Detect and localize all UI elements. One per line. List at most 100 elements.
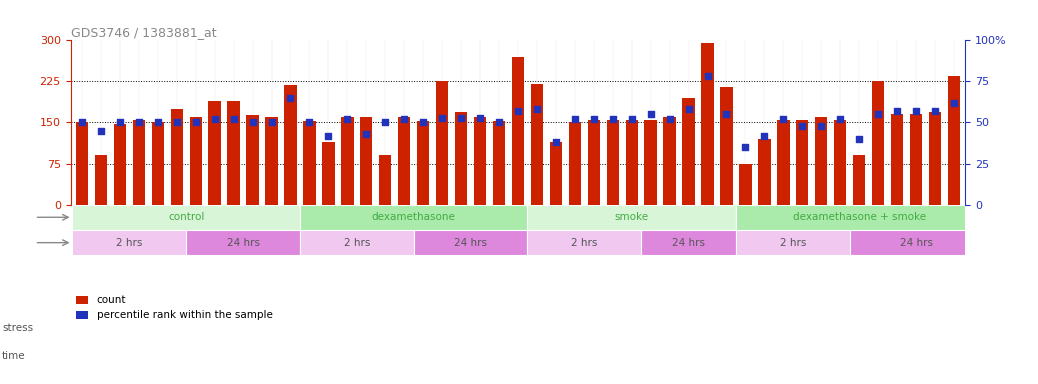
Bar xyxy=(76,122,88,205)
Bar xyxy=(606,120,619,205)
Bar xyxy=(190,117,201,205)
Bar xyxy=(777,120,790,205)
Point xyxy=(207,116,223,122)
Point xyxy=(111,119,128,126)
Point xyxy=(643,111,659,118)
Text: smoke: smoke xyxy=(614,212,649,222)
Bar xyxy=(133,120,145,205)
Point xyxy=(851,136,868,142)
Point xyxy=(282,95,299,101)
Bar xyxy=(569,122,581,205)
Bar xyxy=(246,115,258,205)
Bar xyxy=(284,85,297,205)
Text: dexamethasone: dexamethasone xyxy=(372,212,456,222)
Bar xyxy=(73,205,300,230)
Point xyxy=(528,106,545,113)
Text: GDS3746 / 1383881_at: GDS3746 / 1383881_at xyxy=(71,26,216,39)
Point xyxy=(775,116,792,122)
Bar xyxy=(736,205,982,230)
Bar xyxy=(170,109,183,205)
Bar xyxy=(929,111,941,205)
Point xyxy=(415,119,432,126)
Bar xyxy=(641,230,736,255)
Bar xyxy=(739,164,752,205)
Point xyxy=(244,119,261,126)
Bar xyxy=(550,142,562,205)
Text: 24 hrs: 24 hrs xyxy=(672,238,705,248)
Point xyxy=(737,144,754,150)
Text: stress: stress xyxy=(2,323,33,333)
Point xyxy=(908,108,925,114)
Point xyxy=(453,114,469,121)
Bar xyxy=(209,101,221,205)
Point xyxy=(471,114,488,121)
Point xyxy=(794,122,811,129)
Bar xyxy=(815,117,827,205)
Bar xyxy=(300,205,527,230)
Point xyxy=(585,116,602,122)
Bar xyxy=(398,117,410,205)
Bar xyxy=(663,117,676,205)
Point xyxy=(756,132,772,139)
Bar xyxy=(114,124,126,205)
Bar xyxy=(588,120,600,205)
Bar xyxy=(853,155,866,205)
Point xyxy=(510,108,526,114)
Bar xyxy=(417,121,430,205)
Point xyxy=(149,119,166,126)
Bar xyxy=(527,205,736,230)
Bar xyxy=(682,98,694,205)
Bar xyxy=(796,120,809,205)
Point xyxy=(434,114,450,121)
Point xyxy=(168,119,185,126)
Point xyxy=(870,111,886,118)
Bar xyxy=(342,117,354,205)
Text: 24 hrs: 24 hrs xyxy=(226,238,260,248)
Text: 24 hrs: 24 hrs xyxy=(454,238,487,248)
Bar xyxy=(872,81,884,205)
Point xyxy=(301,119,318,126)
Point xyxy=(548,139,565,145)
Bar xyxy=(720,87,733,205)
Point xyxy=(320,132,336,139)
Point xyxy=(718,111,735,118)
Point xyxy=(604,116,621,122)
Bar xyxy=(152,122,164,205)
Bar xyxy=(626,120,638,205)
Text: time: time xyxy=(2,351,26,361)
Bar xyxy=(645,120,657,205)
Point xyxy=(131,119,147,126)
Point xyxy=(92,127,109,134)
Point xyxy=(358,131,375,137)
Bar xyxy=(527,230,641,255)
Text: 2 hrs: 2 hrs xyxy=(344,238,370,248)
Bar xyxy=(850,230,982,255)
Point xyxy=(889,108,905,114)
Bar xyxy=(94,155,107,205)
Bar xyxy=(512,57,524,205)
Bar xyxy=(436,81,448,205)
Point xyxy=(74,119,90,126)
Bar xyxy=(455,111,467,205)
Bar xyxy=(360,117,373,205)
Bar xyxy=(702,43,714,205)
Point xyxy=(700,73,716,79)
Bar xyxy=(266,117,278,205)
Bar xyxy=(530,84,543,205)
Point xyxy=(567,116,583,122)
Point xyxy=(927,108,944,114)
Bar xyxy=(758,139,770,205)
Point xyxy=(491,119,508,126)
Bar xyxy=(73,230,186,255)
Text: dexamethasone + smoke: dexamethasone + smoke xyxy=(793,212,926,222)
Bar xyxy=(300,230,414,255)
Point xyxy=(188,119,204,126)
Point xyxy=(339,116,356,122)
Point xyxy=(813,122,829,129)
Point xyxy=(680,106,696,113)
Bar xyxy=(322,142,334,205)
Point xyxy=(264,119,280,126)
Point xyxy=(624,116,640,122)
Bar xyxy=(227,101,240,205)
Bar xyxy=(948,76,960,205)
